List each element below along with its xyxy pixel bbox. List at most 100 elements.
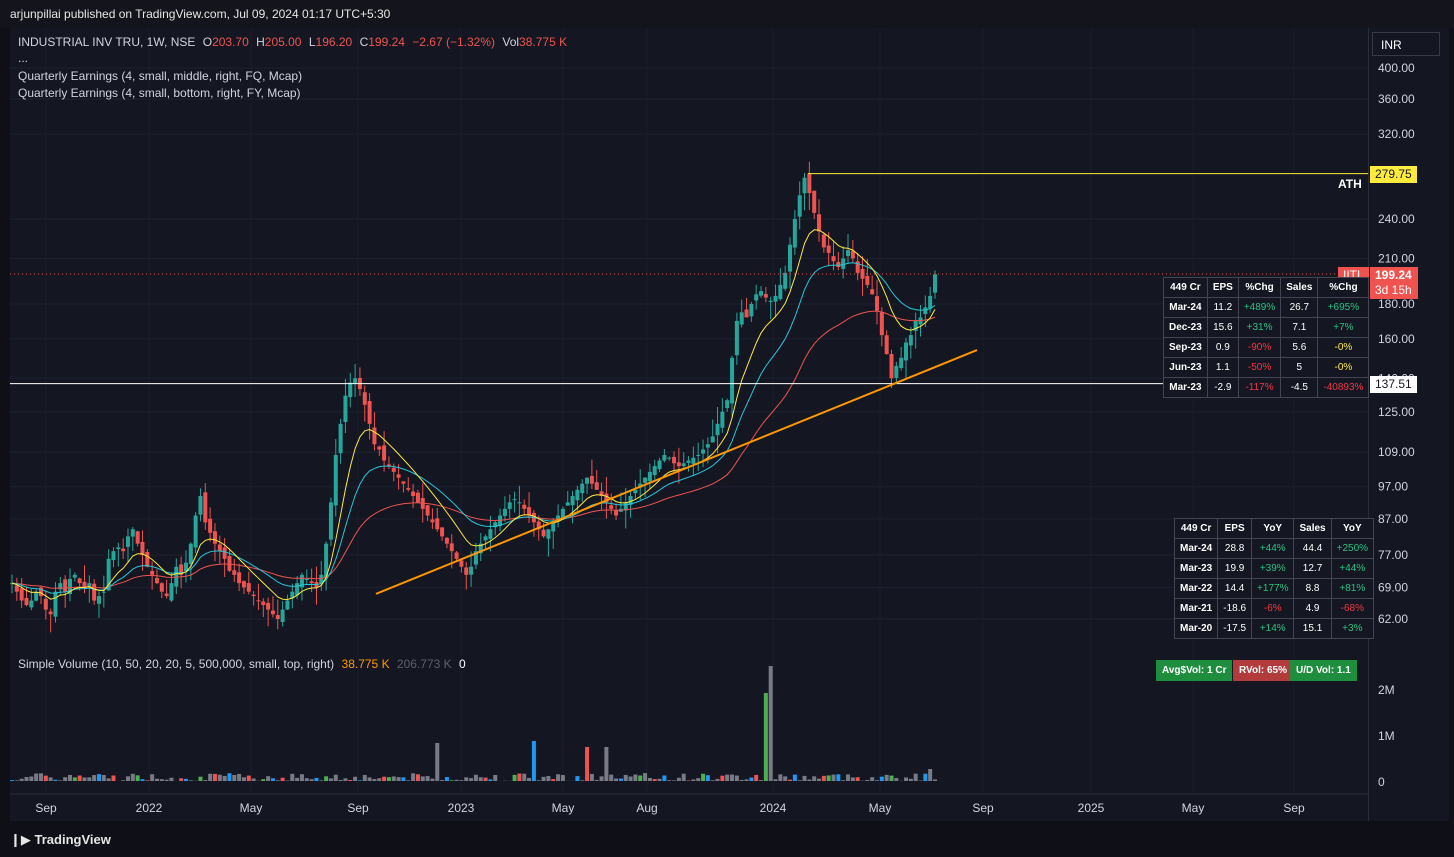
volume-bar [846,774,851,781]
candle-body [319,574,324,584]
candle-body [367,401,372,424]
candle-body [391,467,396,472]
candle-body [48,611,53,615]
indicator-quarterly-earnings-fq[interactable]: Quarterly Earnings (4, small, middle, ri… [18,69,303,83]
symbol-name[interactable]: INDUSTRIAL INV TRU, 1W, NSE [18,35,196,49]
candle-body [836,261,841,268]
candle-body [353,378,358,384]
legend-ellipsis[interactable]: ... [18,51,29,65]
up-down-volume-badge: U/D Vol: 1.1 [1290,660,1357,681]
volume-bar [367,777,372,781]
candle-body [106,558,111,591]
candle-body [38,587,43,597]
table-row: Mar-20 -17.5 +14% 15.1 +3% [1173,618,1375,639]
table-cell: +250% [1330,538,1375,559]
volume-bar [836,774,841,781]
time-tick-label: 2025 [1078,801,1105,815]
volume-bar [768,666,773,781]
candle-body [681,463,686,467]
volume-bar [609,774,614,781]
currency-selector[interactable]: INR [1372,32,1440,56]
table-cell: 5.6 [1280,337,1319,358]
table-header-cell: YoY [1251,518,1295,539]
volume-bar [454,779,459,781]
candle-body [348,382,353,398]
candle-body [585,477,590,484]
candle-body [121,548,126,552]
volume-bar [870,777,875,781]
volume-bar [875,780,880,781]
volume-bar [618,778,623,781]
volume-bar [739,779,744,781]
volume-bar [676,777,681,781]
candle-body [377,446,382,450]
candle-body [309,581,314,584]
candle-body [275,615,280,619]
candle-body [188,543,193,564]
tradingview-brand: TradingView [34,832,111,847]
table-header-cell: Sales [1280,277,1319,298]
candle-body [797,195,802,217]
table-header-cell: %Chg [1237,277,1282,298]
candle-body [628,496,633,505]
candle-body [647,471,652,482]
volume-bar [53,779,58,781]
candle-body [841,258,846,269]
volume-bar [763,693,768,781]
candle-body [744,309,749,318]
volume-bar [125,776,130,781]
candle-body [488,529,493,539]
candle-body [759,291,764,296]
candle-body [425,505,430,516]
volume-bar [681,773,686,781]
candle-body [290,591,295,599]
candle-body [92,583,97,601]
volume-bar [328,778,333,781]
candle-body [831,256,836,262]
chart-pane[interactable] [10,28,1368,821]
table-cell: Mar-20 [1173,618,1219,639]
volume-bar [469,778,474,781]
candle-body [599,491,604,497]
tradingview-logo[interactable]: ❙▶ TradingView [10,832,111,848]
candle-body [870,289,875,295]
candle-body [87,583,92,588]
table-cell: 14.4 [1217,578,1253,599]
change-value: −2.67 (−1.32%) [412,35,496,49]
indicator-quarterly-earnings-fy[interactable]: Quarterly Earnings (4, small, bottom, ri… [18,86,301,100]
candle-body [183,562,188,572]
candle-body [159,583,164,592]
volume-indicator-name[interactable]: Simple Volume (10, 50, 20, 20, 5, 500,00… [18,657,335,671]
candle-body [657,460,662,470]
volume-bar [430,778,435,781]
candle-body [82,581,87,588]
volume-bar [34,773,39,781]
table-cell: -4.5 [1280,377,1319,398]
volume-bar [261,779,266,781]
volume-bar [734,775,739,781]
volume-bar [111,775,116,781]
price-axis[interactable] [1368,28,1449,821]
publish-header: arjunpillai published on TradingView.com… [0,0,1454,28]
volume-bar [314,777,319,781]
volume-bar [715,778,720,781]
open-label: O [202,35,213,49]
table-cell: 5 [1280,357,1319,378]
volume-bar [879,776,884,781]
volume-bar [923,773,928,781]
volume-bar [483,777,488,781]
candle-body [77,578,82,584]
table-cell: +44% [1330,558,1375,579]
volume-bar [275,780,280,781]
volume-bar [164,779,169,781]
candle-body [324,543,329,578]
volume-bar [662,775,667,781]
candle-body [328,502,333,540]
candle-body [792,218,797,248]
candle-body [164,593,169,597]
volume-bar [343,778,348,781]
table-row: Mar-23 19.9 +39% 12.7 +44% [1173,558,1375,579]
volume-bar [290,773,295,781]
candle-body [565,502,570,506]
